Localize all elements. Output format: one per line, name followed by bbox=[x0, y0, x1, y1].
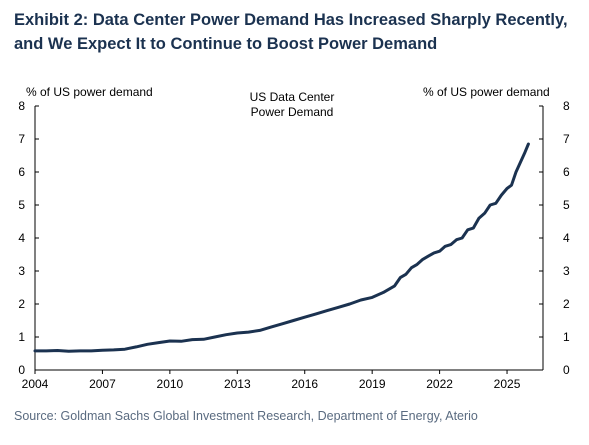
y-tick-label-right: 6 bbox=[563, 165, 570, 179]
chart-inner-title-line-1: US Data Center bbox=[250, 90, 335, 104]
y-tick-label-left: 4 bbox=[18, 231, 25, 245]
y-tick-label-left: 8 bbox=[18, 99, 25, 113]
chart-ticks: 0 0 1 1 2 2 3 3 4 4 5 5 6 6 7 7 8 8 2004 2007 2010 2013 2016 20… bbox=[18, 99, 570, 391]
y-tick-label-right: 7 bbox=[563, 132, 570, 146]
title-line-2: and We Expect It to Continue to Boost Po… bbox=[14, 35, 438, 53]
title-line-1: Exhibit 2: Data Center Power Demand Has … bbox=[14, 11, 568, 29]
chart-series bbox=[33, 142, 530, 353]
chart-axes bbox=[34, 106, 544, 371]
chart-title: Exhibit 2: Data Center Power Demand Has … bbox=[14, 8, 579, 56]
chart-labels: % of US power demand % of US power deman… bbox=[26, 85, 550, 119]
x-tick-label: 2025 bbox=[494, 377, 521, 391]
chart-inner-title-line-2: Power Demand bbox=[251, 105, 334, 119]
y-tick-label-right: 5 bbox=[563, 198, 570, 212]
y-axis-label-right: % of US power demand bbox=[423, 85, 550, 99]
y-tick-label-right: 3 bbox=[563, 264, 570, 278]
x-tick-label: 2013 bbox=[224, 377, 251, 391]
y-tick-label-left: 0 bbox=[18, 363, 25, 377]
y-tick-label-left: 7 bbox=[18, 132, 25, 146]
y-tick-label-right: 4 bbox=[563, 231, 570, 245]
y-tick-label-left: 6 bbox=[18, 165, 25, 179]
source-note: Source: Goldman Sachs Global Investment … bbox=[14, 409, 478, 423]
x-tick-label: 2016 bbox=[291, 377, 318, 391]
y-tick-label-right: 2 bbox=[563, 297, 570, 311]
y-tick-label-left: 3 bbox=[18, 264, 25, 278]
y-tick-label-right: 8 bbox=[563, 99, 570, 113]
y-axis-label-left: % of US power demand bbox=[26, 85, 153, 99]
x-tick-label: 2010 bbox=[157, 377, 184, 391]
x-tick-label: 2004 bbox=[22, 377, 49, 391]
y-tick-label-right: 0 bbox=[563, 363, 570, 377]
y-tick-label-left: 1 bbox=[18, 330, 25, 344]
x-tick-label: 2022 bbox=[426, 377, 453, 391]
x-tick-label: 2007 bbox=[89, 377, 116, 391]
y-tick-label-right: 1 bbox=[563, 330, 570, 344]
x-tick-label: 2019 bbox=[359, 377, 386, 391]
series-line-data-center-demand bbox=[33, 142, 530, 353]
y-tick-label-left: 5 bbox=[18, 198, 25, 212]
y-tick-label-left: 2 bbox=[18, 297, 25, 311]
